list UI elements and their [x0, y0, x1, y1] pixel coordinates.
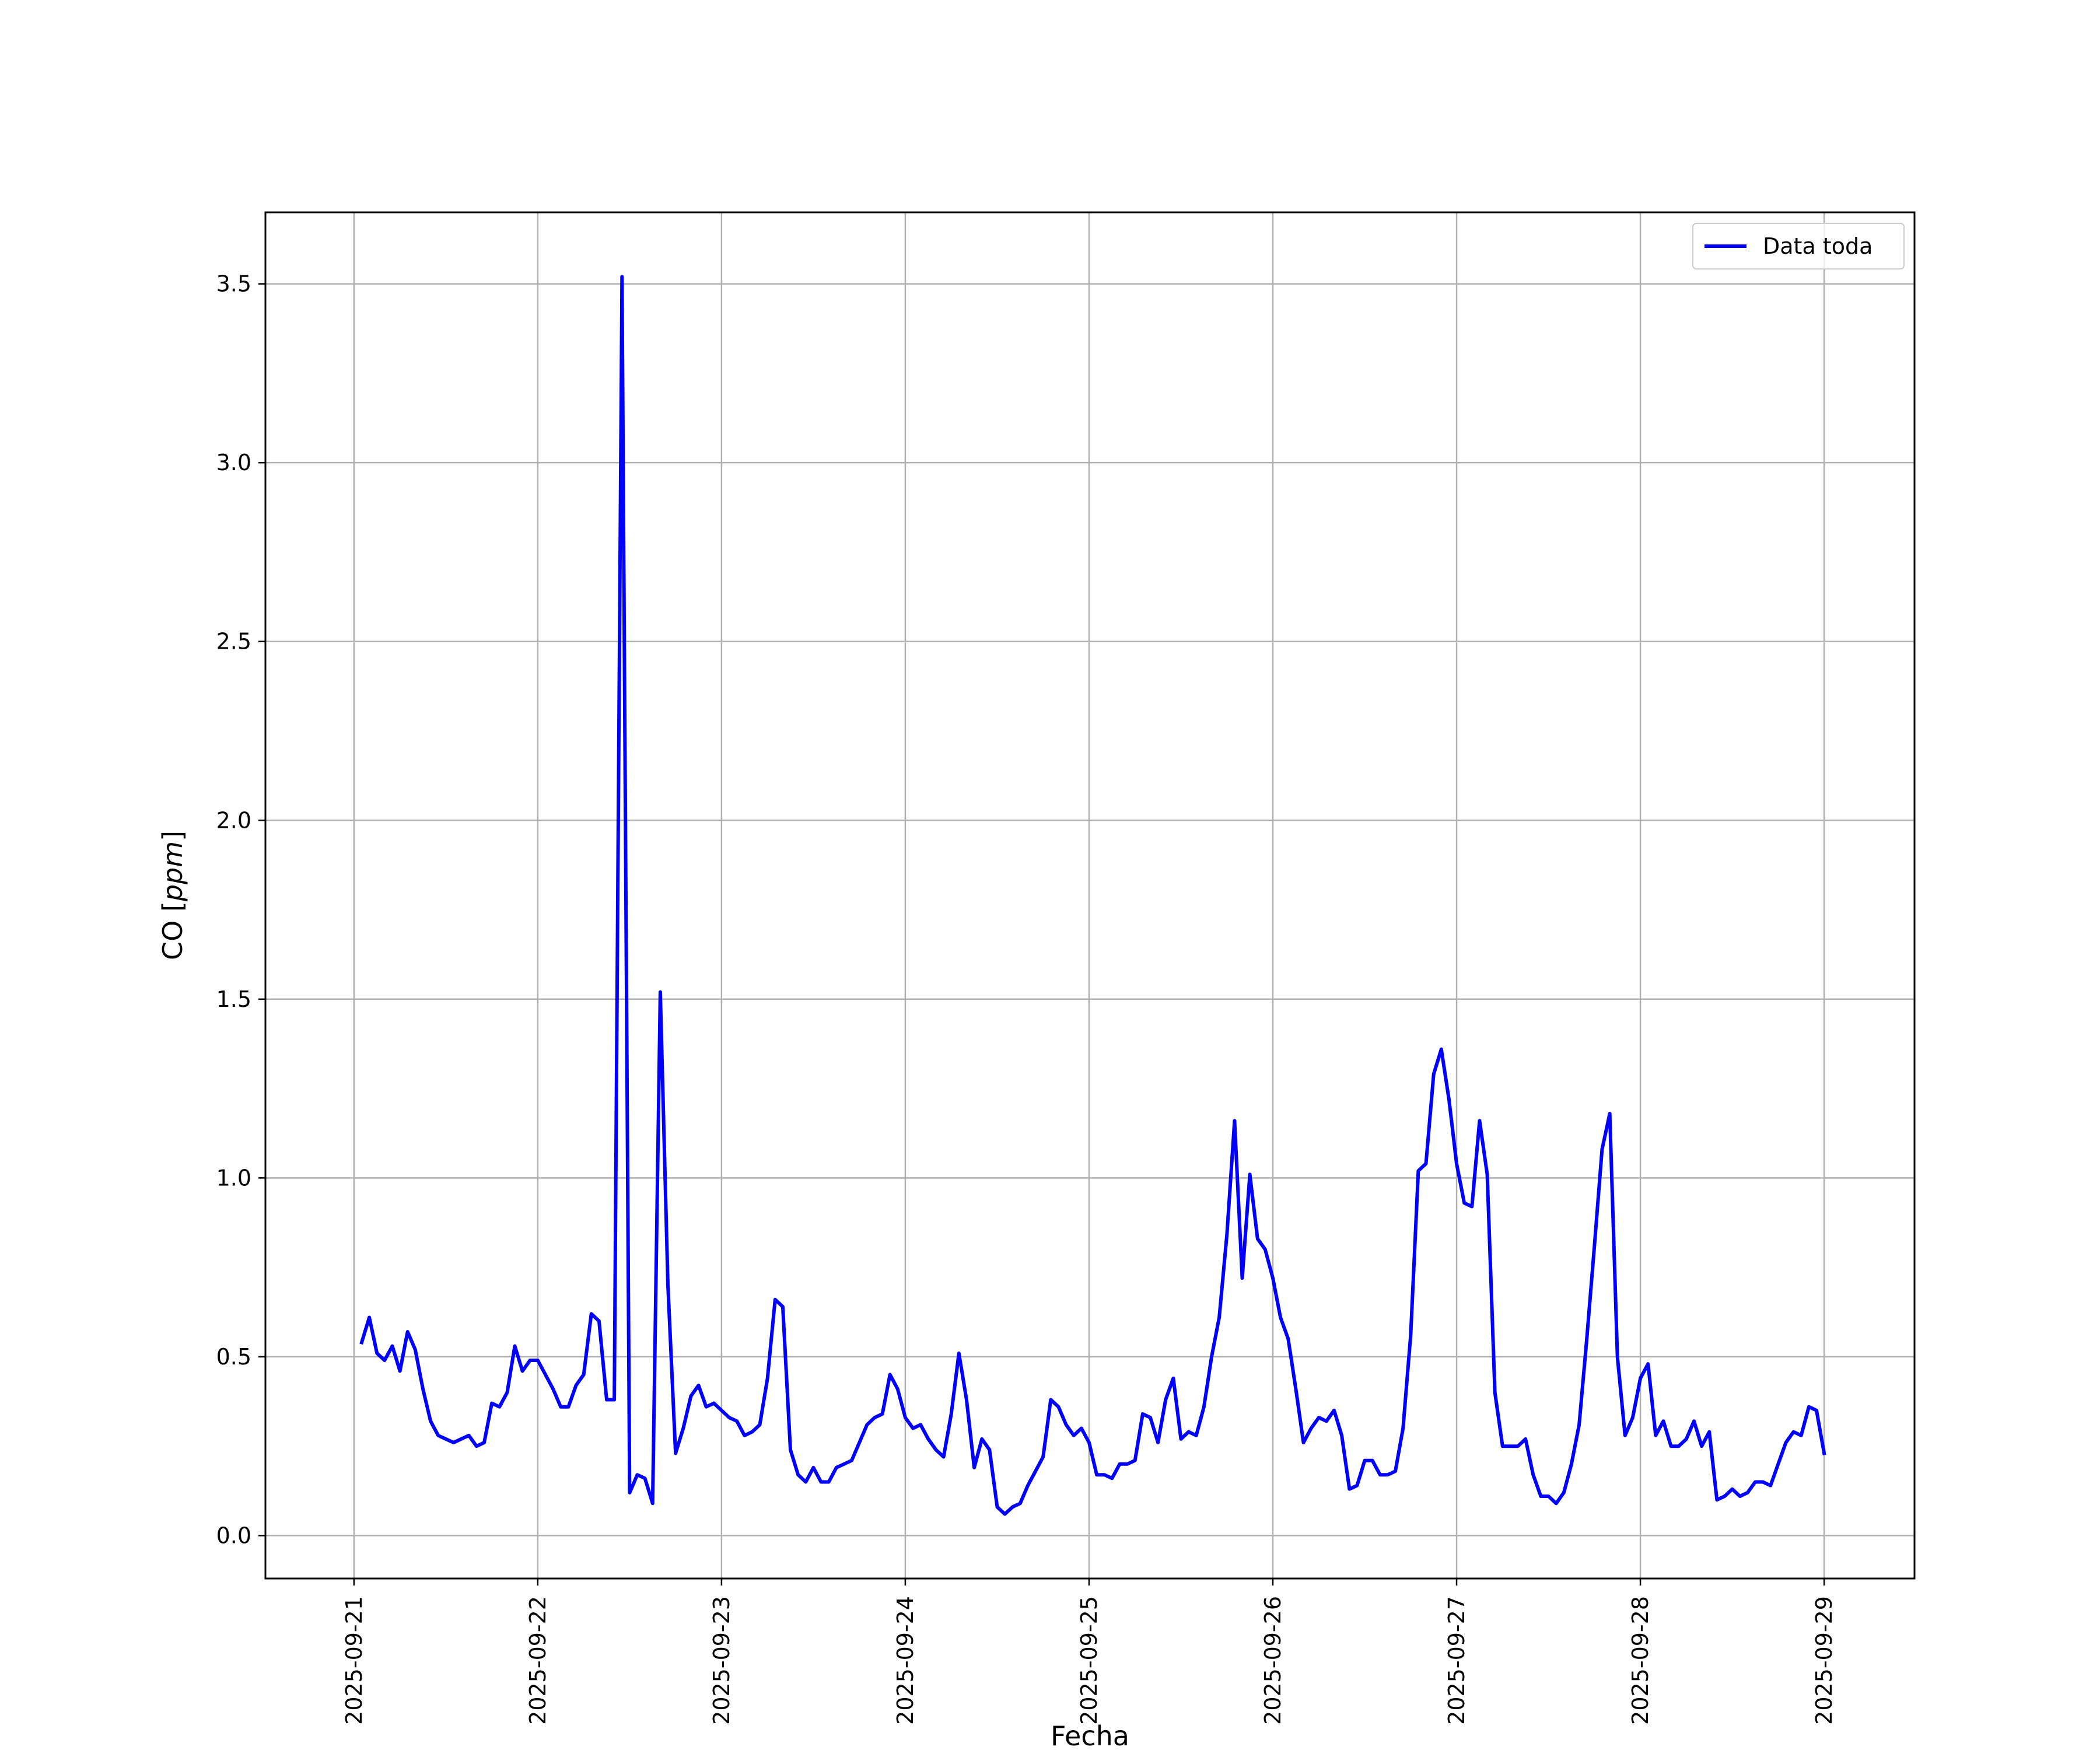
- x-tick-label: 2025-09-21: [341, 1596, 367, 1725]
- y-tick-label: 3.0: [216, 450, 251, 475]
- x-tick-label: 2025-09-25: [1076, 1596, 1102, 1725]
- y-tick-label: 2.0: [216, 807, 251, 833]
- series-layer: [359, 275, 1826, 1516]
- y-tick-label: 0.0: [216, 1522, 251, 1548]
- x-tick-label: 2025-09-23: [709, 1596, 734, 1725]
- legend-label-data-toda: Data toda: [1763, 233, 1873, 259]
- y-tick-label: 3.5: [216, 271, 251, 297]
- y-axis-title-close: ]: [157, 831, 188, 841]
- legend: Data toda: [1692, 223, 1905, 270]
- y-axis-title-unit: ppm: [157, 841, 188, 902]
- x-tick-label: 2025-09-27: [1444, 1596, 1469, 1725]
- x-tick-label: 2025-09-26: [1260, 1596, 1286, 1725]
- plot-frame: [264, 211, 1916, 1580]
- y-tick-label: 1.5: [216, 986, 251, 1012]
- y-axis-title-text: CO [: [157, 901, 188, 960]
- y-tick-label: 2.5: [216, 629, 251, 654]
- x-tick-label: 2025-09-22: [525, 1596, 551, 1725]
- x-tick-label: 2025-09-29: [1811, 1596, 1837, 1725]
- series-line-data-toda: [359, 275, 1826, 1516]
- x-axis-title: Fecha: [1051, 1720, 1129, 1750]
- y-axis: 0.0 0.5 1.0 1.5 2.0 2.5 3.0 3.5: [216, 271, 265, 1548]
- grid-lines: [265, 212, 1915, 1578]
- y-axis-title: CO [ppm]: [157, 831, 188, 960]
- x-tick-label: 2025-09-24: [892, 1596, 918, 1725]
- y-tick-label: 0.5: [216, 1344, 251, 1370]
- x-tick-label: 2025-09-28: [1628, 1596, 1653, 1725]
- y-tick-label: 1.0: [216, 1165, 251, 1191]
- x-axis: 2025-09-21 2025-09-22 2025-09-23 2025-09-24…: [341, 1578, 1837, 1725]
- legend-box: [1692, 223, 1905, 270]
